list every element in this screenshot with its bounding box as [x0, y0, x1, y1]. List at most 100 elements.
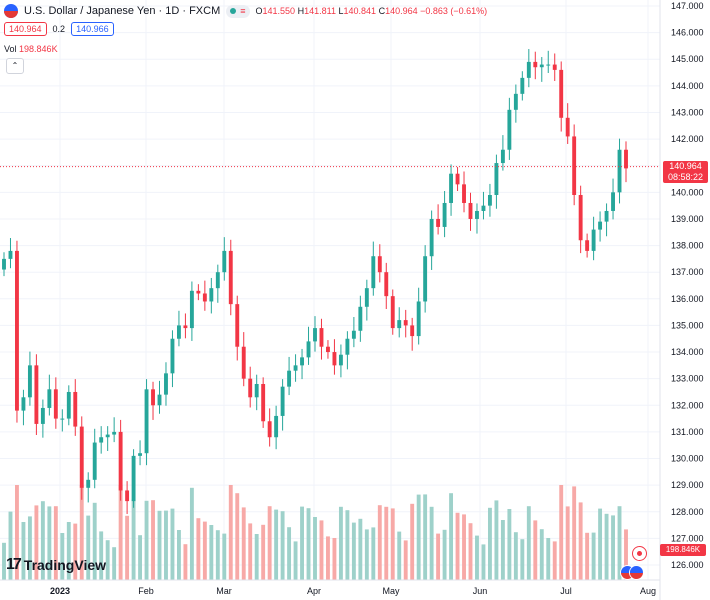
candle-body: [86, 479, 91, 488]
symbol-title[interactable]: U.S. Dollar / Japanese Yen · 1D · FXCM: [24, 5, 221, 17]
price-tick-label: 140.000: [671, 187, 704, 197]
volume-bar: [572, 486, 577, 580]
candle-body: [144, 389, 149, 454]
volume-bar: [513, 532, 518, 580]
volume-bar: [319, 520, 324, 580]
candle-body: [526, 61, 531, 78]
candle-body: [53, 389, 58, 419]
volume-legend: Vol 198.846K: [4, 44, 58, 54]
volume-bar: [403, 540, 408, 580]
volume-bar: [494, 500, 499, 580]
volume-bar: [520, 539, 525, 580]
candle-body: [306, 341, 311, 358]
volume-bar: [533, 520, 538, 580]
candle-body: [66, 391, 71, 419]
candle-body: [546, 64, 551, 66]
market-status-pill[interactable]: ≡: [226, 4, 250, 18]
volume-bar: [390, 508, 395, 580]
volume-bar: [306, 508, 311, 580]
candle-body: [34, 365, 39, 424]
volume-bar: [27, 516, 32, 580]
volume-bar: [338, 506, 343, 580]
price-tick-label: 127.000: [671, 533, 704, 543]
candle-body: [8, 250, 13, 259]
candle-body: [183, 325, 188, 329]
price-tick-label: 143.000: [671, 107, 704, 117]
candle-body: [131, 455, 136, 502]
candle-body: [468, 202, 473, 219]
candle-body: [351, 330, 356, 339]
sell-button[interactable]: 140.964: [4, 22, 47, 36]
chevron-up-icon: ⌃: [11, 61, 19, 70]
candle-body: [21, 397, 26, 411]
volume-bar: [287, 527, 292, 580]
tradingview-logo[interactable]: 17 TradingView: [6, 556, 107, 573]
volume-bar: [21, 522, 26, 580]
candle-body: [338, 354, 343, 366]
candle-body: [164, 373, 168, 395]
volume-bar: [462, 514, 466, 580]
volume-bar: [384, 506, 389, 580]
volume-bar: [436, 533, 441, 580]
buy-button[interactable]: 140.966: [71, 22, 114, 36]
price-tick-label: 142.000: [671, 134, 704, 144]
candle-body: [125, 490, 130, 502]
usd-jpy-flag-icon: [4, 4, 18, 18]
volume-bar: [196, 518, 201, 580]
volume-bar: [332, 538, 337, 580]
volume-bar: [280, 511, 285, 580]
volume-bar: [611, 515, 615, 580]
candle-body: [442, 202, 447, 227]
candle-body: [552, 64, 557, 70]
volume-bar: [559, 485, 564, 580]
volume-bar: [487, 507, 492, 580]
volume-bar: [507, 509, 512, 580]
candle-body: [611, 192, 615, 211]
price-tick-label: 128.000: [671, 507, 704, 517]
volume-bar: [118, 485, 123, 580]
price-tick-label: 135.000: [671, 320, 704, 330]
candle-body: [99, 437, 104, 443]
alert-icon[interactable]: [632, 546, 647, 561]
candle-body: [202, 293, 207, 302]
candle-body: [364, 288, 369, 307]
volume-bar: [138, 535, 143, 580]
candle-body: [371, 256, 376, 289]
volume-bar: [410, 503, 415, 580]
price-tick-label: 145.000: [671, 54, 704, 64]
menu-icon: ≡: [240, 5, 246, 16]
candle-body: [267, 421, 272, 438]
market-open-icon: [230, 8, 237, 14]
volume-bar: [345, 510, 350, 580]
volume-bar: [105, 540, 110, 580]
volume-bar: [300, 506, 304, 580]
candle-body: [300, 357, 304, 366]
time-tick-label: Feb: [138, 586, 154, 596]
price-tick-label: 134.000: [671, 347, 704, 357]
volume-bar: [157, 510, 162, 580]
volume-bar: [235, 493, 240, 580]
candle-body: [520, 77, 525, 94]
volume-bar: [377, 505, 382, 580]
volume-bar: [131, 499, 136, 580]
candle-body: [358, 306, 363, 331]
volume-bar: [248, 523, 253, 580]
volume-bar: [442, 529, 447, 580]
volume-bar: [222, 533, 227, 580]
volume-bar: [202, 521, 207, 580]
candle-body: [228, 250, 233, 305]
candle-body: [293, 365, 298, 371]
volume-bar: [539, 529, 544, 580]
candle-body: [189, 290, 194, 329]
candle-body: [73, 391, 78, 427]
volume-bar: [475, 535, 479, 580]
candle-body: [416, 301, 421, 337]
volume-bar: [112, 547, 117, 580]
candle-body: [60, 418, 65, 420]
candle-body: [209, 288, 214, 302]
volume-bar: [189, 487, 194, 580]
collapse-legend-button[interactable]: ⌃: [6, 58, 24, 74]
candle-body: [559, 69, 564, 118]
candle-body: [481, 205, 486, 211]
